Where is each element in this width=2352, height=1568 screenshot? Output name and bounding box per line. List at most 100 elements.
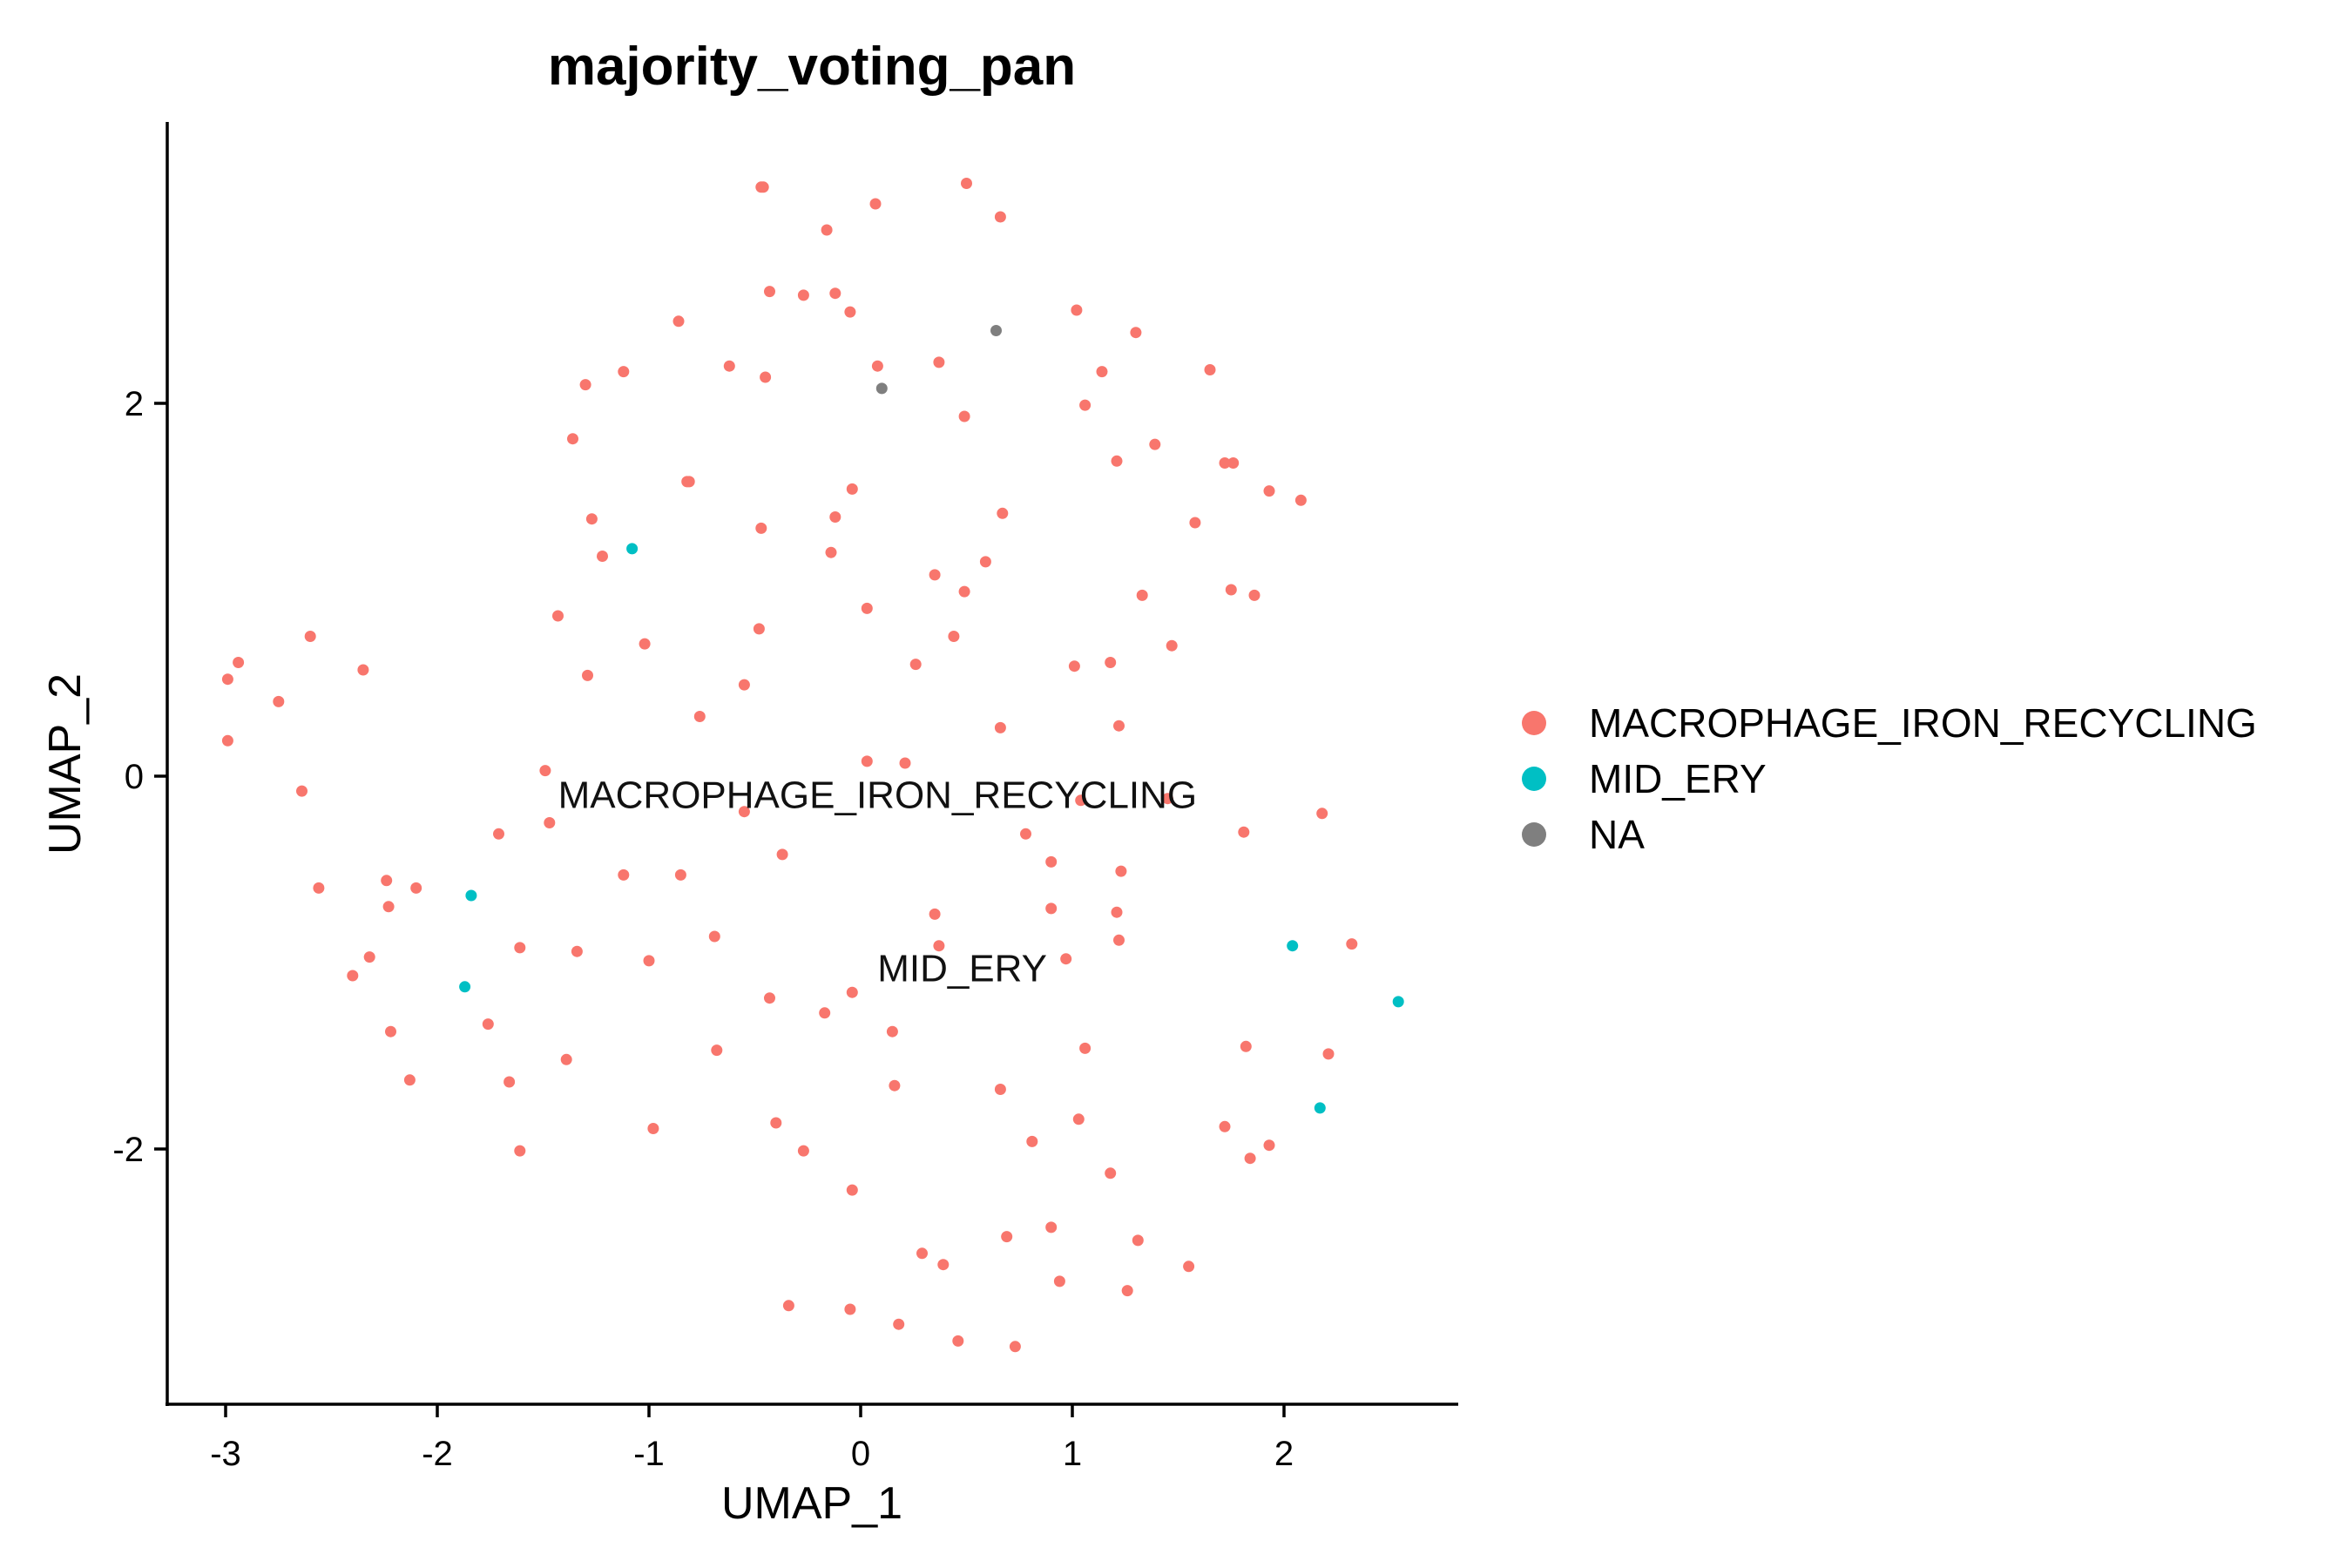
data-point: [1026, 1135, 1038, 1147]
legend-item: NA: [1522, 812, 1645, 857]
data-point: [618, 868, 630, 881]
data-point: [937, 1259, 950, 1271]
data-point: [738, 806, 750, 818]
data-point: [357, 664, 369, 676]
data-point: [571, 945, 583, 957]
data-point: [846, 1184, 858, 1196]
data-point: [861, 755, 873, 767]
data-point: [382, 901, 395, 913]
data-point: [893, 1318, 905, 1330]
data-point: [753, 623, 765, 635]
data-point: [643, 955, 655, 967]
y-ticks: -2 0 2: [112, 385, 167, 1169]
data-point: [797, 1145, 809, 1157]
data-point: [1045, 1221, 1058, 1233]
data-point: [994, 1084, 1006, 1095]
data-point: [403, 1074, 416, 1086]
chart-title: majority_voting_pan: [548, 37, 1076, 97]
legend-item: MID_ERY: [1522, 756, 1767, 801]
data-point: [1111, 455, 1123, 467]
data-point: [916, 1247, 928, 1260]
x-ticks: -3 -2 -1 0 1 2: [210, 1404, 1294, 1473]
y-tick-label: 0: [125, 758, 144, 796]
data-point: [1189, 517, 1201, 529]
data-point: [1071, 304, 1083, 316]
data-point: [1053, 1275, 1065, 1288]
data-point: [1075, 794, 1087, 807]
data-point: [674, 868, 686, 881]
x-tick-label: -1: [633, 1435, 665, 1473]
data-point: [296, 785, 308, 797]
data-point: [825, 546, 837, 558]
data-point: [647, 1123, 659, 1134]
data-point: [693, 711, 706, 722]
data-point: [579, 379, 591, 391]
y-tick-label: 2: [125, 385, 144, 423]
data-point: [1294, 494, 1307, 506]
data-point: [672, 315, 685, 328]
data-point: [1204, 364, 1216, 375]
data-point: [1060, 953, 1072, 965]
data-point: [1105, 657, 1117, 668]
data-point: [797, 289, 809, 301]
data-point: [755, 522, 767, 534]
data-point: [958, 410, 970, 422]
data-point: [844, 1303, 856, 1315]
data-point: [933, 940, 945, 952]
data-point: [764, 992, 775, 1004]
data-point: [997, 507, 1009, 519]
data-point: [952, 1335, 964, 1347]
data-point: [1227, 457, 1240, 469]
data-point: [381, 875, 393, 887]
data-point: [1001, 1231, 1013, 1243]
data-point: [273, 695, 285, 707]
series-macrophage-iron-recycling: [221, 178, 1358, 1353]
data-point: [961, 178, 972, 189]
data-point: [585, 513, 598, 525]
data-point: [1115, 865, 1127, 877]
data-point: [958, 585, 970, 598]
data-point: [1079, 1042, 1092, 1054]
data-point: [1132, 1234, 1144, 1247]
x-tick-label: -3: [210, 1435, 241, 1473]
data-point: [723, 360, 735, 372]
series-na: [875, 325, 1002, 395]
data-point: [363, 951, 375, 963]
data-point: [1111, 906, 1123, 918]
x-tick-label: 2: [1274, 1435, 1294, 1473]
data-point: [618, 366, 630, 378]
data-point: [948, 631, 960, 642]
data-point: [1045, 902, 1058, 915]
data-point: [846, 986, 858, 998]
data-point: [861, 602, 873, 614]
data-point: [514, 1145, 526, 1157]
data-point: [539, 765, 551, 777]
data-point: [708, 930, 720, 943]
data-point: [846, 483, 858, 495]
data-point: [1219, 1120, 1231, 1132]
x-axis-label: UMAP_1: [721, 1478, 902, 1529]
data-point: [1244, 1152, 1256, 1165]
data-point: [1392, 996, 1404, 1008]
legend: MACROPHAGE_IRON_RECYCLING MID_ERY NA: [1522, 700, 2257, 857]
data-point: [1248, 589, 1260, 601]
data-point: [829, 287, 841, 300]
cluster-label: MACROPHAGE_IRON_RECYCLING: [558, 774, 1197, 816]
legend-swatch: [1522, 767, 1546, 791]
data-point: [776, 848, 788, 861]
data-point: [711, 1044, 723, 1057]
data-point: [639, 638, 651, 650]
cluster-label: MID_ERY: [877, 947, 1047, 990]
x-tick-label: 1: [1063, 1435, 1082, 1473]
data-point: [233, 657, 245, 668]
legend-label: MACROPHAGE_IRON_RECYCLING: [1589, 700, 2257, 746]
data-point: [1136, 589, 1148, 601]
data-point: [760, 371, 772, 383]
data-point: [544, 817, 556, 828]
data-point: [875, 382, 888, 395]
legend-swatch: [1522, 711, 1546, 735]
x-tick-label: 0: [851, 1435, 870, 1473]
data-point: [994, 721, 1006, 733]
data-point: [1020, 828, 1031, 840]
data-point: [1263, 485, 1275, 497]
